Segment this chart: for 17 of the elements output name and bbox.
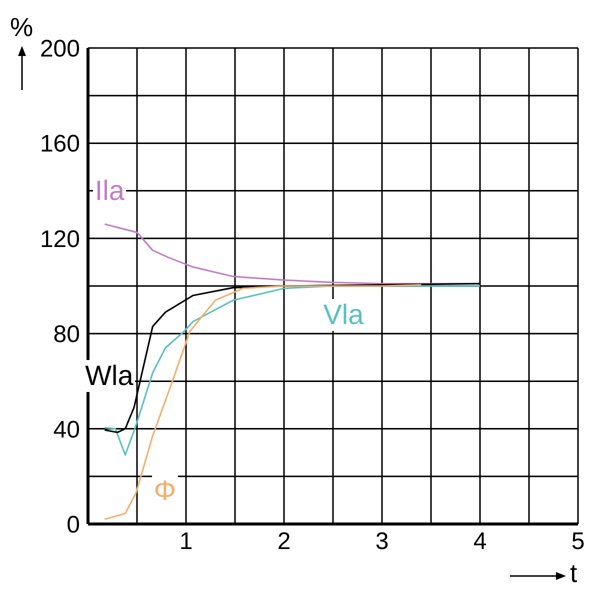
x-tick-label: 3 [375,528,389,556]
y-tick-label: 200 [40,36,80,63]
y-tick-label: 0 [66,512,80,539]
x-tick-label: 5 [571,528,585,556]
x-tick-label: 1 [179,528,193,556]
y-tick-label: 80 [53,321,80,348]
series-label: Vla [321,298,366,331]
x-axis-title: t [570,558,578,589]
y-tick-label: 120 [40,226,80,253]
y-axis-title: % [10,12,34,43]
series-label: Φ [152,474,178,507]
series-label: Ila [92,174,126,207]
y-tick-label: 40 [53,416,80,444]
x-tick-label: 4 [473,528,487,556]
series-label: Wla [83,360,136,392]
x-tick-label: 2 [277,528,291,556]
y-tick-label: 160 [40,130,80,158]
